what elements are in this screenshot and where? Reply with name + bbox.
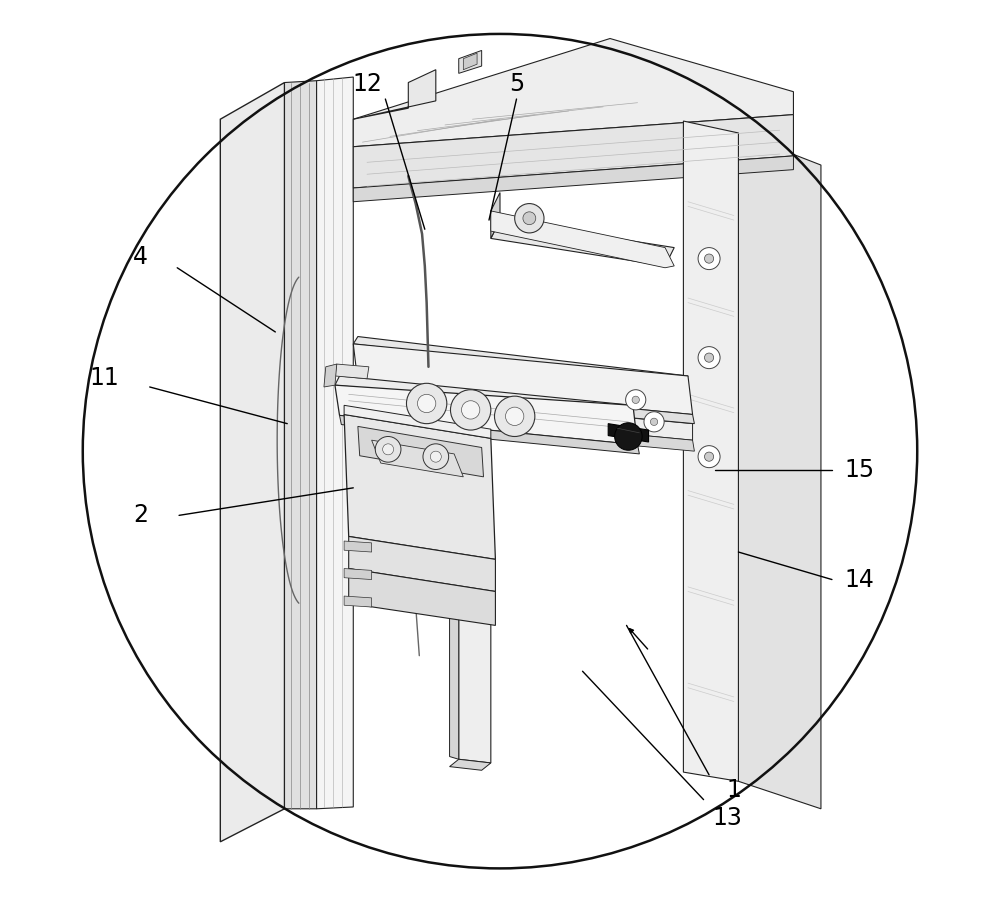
Text: 1: 1 <box>726 779 741 802</box>
Polygon shape <box>459 536 491 763</box>
Polygon shape <box>344 596 372 607</box>
Polygon shape <box>340 415 639 454</box>
Circle shape <box>406 383 447 424</box>
Circle shape <box>375 436 401 462</box>
Text: 12: 12 <box>352 72 382 96</box>
Circle shape <box>430 451 441 462</box>
Polygon shape <box>683 121 738 781</box>
Polygon shape <box>463 53 477 70</box>
Polygon shape <box>353 344 693 414</box>
Circle shape <box>704 254 714 263</box>
Circle shape <box>383 444 394 455</box>
Circle shape <box>461 401 480 419</box>
Polygon shape <box>491 193 500 238</box>
Text: 2: 2 <box>133 503 148 527</box>
Polygon shape <box>491 211 674 268</box>
Text: 13: 13 <box>712 806 742 830</box>
Circle shape <box>698 347 720 369</box>
Circle shape <box>515 204 544 233</box>
Polygon shape <box>349 536 495 591</box>
Polygon shape <box>738 133 821 809</box>
Text: 15: 15 <box>844 458 875 481</box>
Polygon shape <box>344 541 372 552</box>
Polygon shape <box>349 569 495 625</box>
Polygon shape <box>358 382 694 424</box>
Circle shape <box>632 396 639 403</box>
Polygon shape <box>353 156 793 202</box>
Polygon shape <box>459 50 482 73</box>
Polygon shape <box>353 39 793 147</box>
Polygon shape <box>344 569 372 580</box>
Polygon shape <box>83 34 917 868</box>
Polygon shape <box>358 426 483 477</box>
Circle shape <box>494 396 535 436</box>
Circle shape <box>626 390 646 410</box>
Circle shape <box>698 446 720 468</box>
Polygon shape <box>353 408 694 451</box>
Circle shape <box>506 407 524 425</box>
Polygon shape <box>491 220 674 266</box>
Polygon shape <box>353 337 688 383</box>
Polygon shape <box>335 385 638 445</box>
Circle shape <box>615 423 642 450</box>
Polygon shape <box>450 536 459 759</box>
Polygon shape <box>285 81 317 809</box>
Polygon shape <box>450 759 491 770</box>
Circle shape <box>417 394 436 413</box>
Polygon shape <box>353 392 693 440</box>
Polygon shape <box>324 364 337 387</box>
Polygon shape <box>335 376 633 414</box>
Circle shape <box>423 444 449 470</box>
Polygon shape <box>608 424 649 442</box>
Circle shape <box>644 412 664 432</box>
Polygon shape <box>344 414 495 559</box>
Polygon shape <box>353 115 793 188</box>
Text: 4: 4 <box>133 245 148 269</box>
Polygon shape <box>317 77 353 809</box>
Polygon shape <box>335 364 369 379</box>
Text: 14: 14 <box>845 568 874 591</box>
Circle shape <box>704 353 714 362</box>
Circle shape <box>704 452 714 461</box>
Polygon shape <box>344 405 491 438</box>
Text: 11: 11 <box>89 366 119 390</box>
Circle shape <box>650 418 658 425</box>
Text: 5: 5 <box>509 72 524 96</box>
Circle shape <box>450 390 491 430</box>
Circle shape <box>698 248 720 270</box>
Polygon shape <box>353 70 436 119</box>
Polygon shape <box>220 83 285 842</box>
Circle shape <box>523 212 536 225</box>
Polygon shape <box>372 440 463 477</box>
